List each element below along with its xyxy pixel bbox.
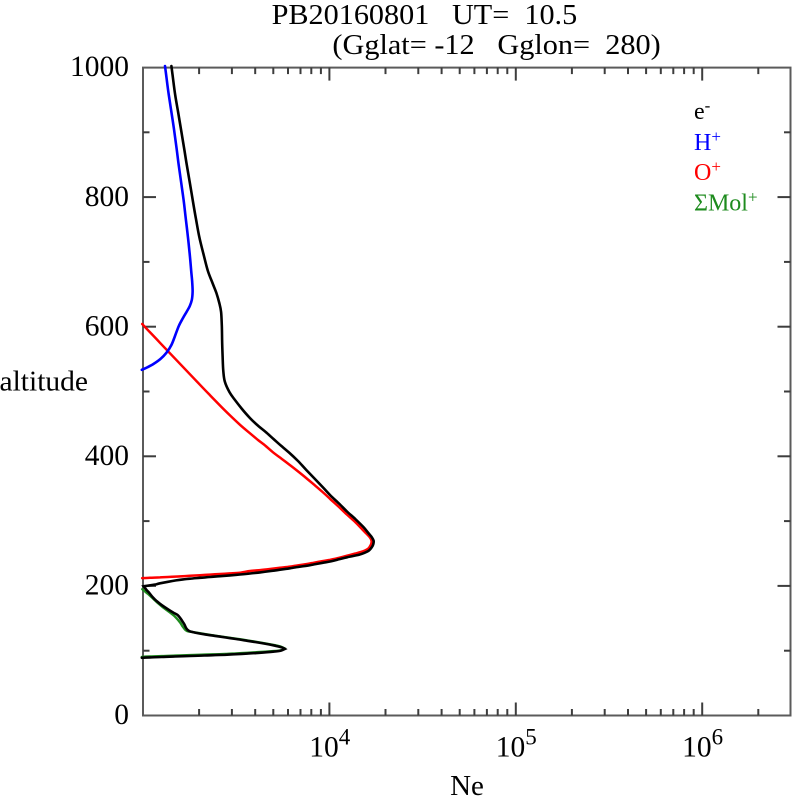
svg-text:ΣMol+: ΣMol+ <box>694 188 758 217</box>
svg-text:104: 104 <box>309 725 351 764</box>
svg-text:O+: O+ <box>694 157 721 186</box>
svg-text:PB20160801 UT= 10.5: PB20160801 UT= 10.5 <box>272 0 578 31</box>
svg-text:1000: 1000 <box>70 51 129 83</box>
svg-text:106: 106 <box>682 725 723 764</box>
svg-text:(Gglat= -12 Gglon= 280): (Gglat= -12 Gglon= 280) <box>332 29 660 61</box>
svg-text:e-: e- <box>694 96 711 125</box>
svg-text:0: 0 <box>114 699 129 731</box>
svg-text:800: 800 <box>85 181 129 213</box>
svg-text:600: 600 <box>85 310 129 342</box>
svg-text:400: 400 <box>85 440 129 472</box>
svg-text:Ne: Ne <box>450 770 484 796</box>
svg-text:altitude: altitude <box>0 366 88 398</box>
svg-text:105: 105 <box>496 725 537 764</box>
svg-text:200: 200 <box>85 570 129 602</box>
svg-text:H+: H+ <box>694 127 721 156</box>
